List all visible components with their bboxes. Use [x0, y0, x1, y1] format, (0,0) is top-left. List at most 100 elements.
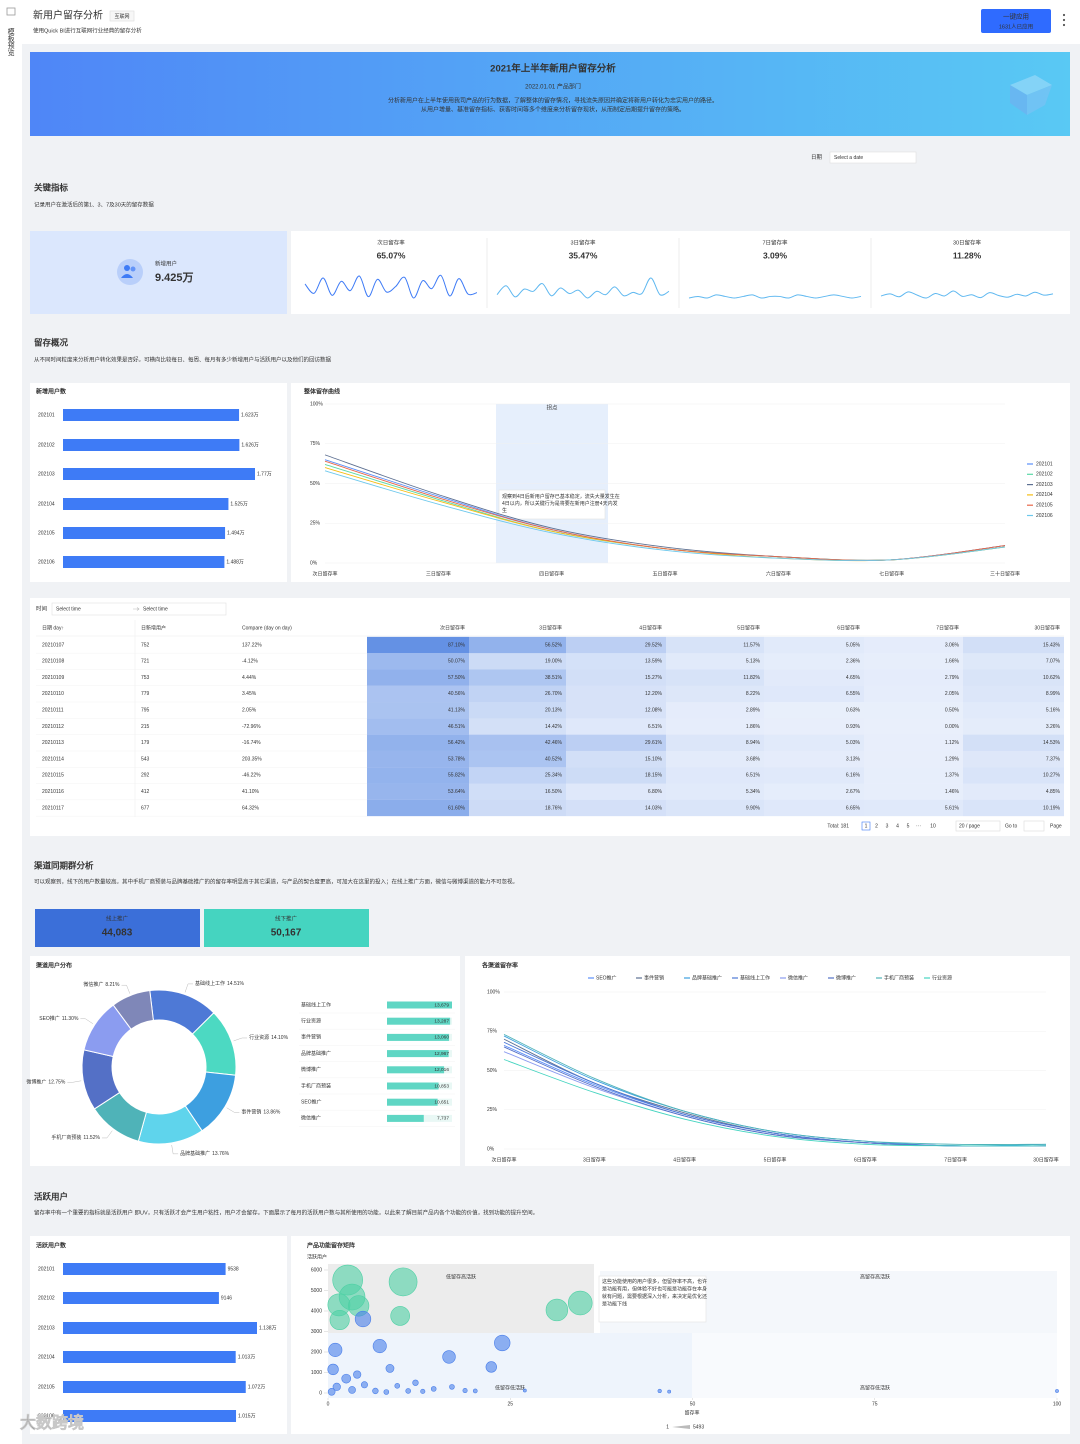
- bubble: [327, 1387, 336, 1396]
- bar: [63, 1263, 226, 1275]
- table-cell: 29.61%: [645, 740, 663, 746]
- table-cell: 203.35%: [242, 756, 262, 762]
- table-cell: 1.66%: [945, 659, 960, 665]
- category-label: SEO推广: [301, 1099, 322, 1106]
- table-cell: 42.46%: [545, 740, 563, 746]
- heat-cell: [566, 669, 666, 686]
- section-title: 留存概况: [34, 337, 69, 347]
- filter-label: 时间: [36, 604, 47, 612]
- table-cell: 1.37%: [945, 773, 960, 779]
- table-cell: 12.20%: [645, 691, 663, 697]
- pie-value: 11.52%: [83, 1135, 100, 1141]
- bubble: [567, 1290, 593, 1316]
- metric-value: 35.47%: [569, 250, 598, 260]
- bar: [387, 1082, 439, 1090]
- x-tick-label: 0: [327, 1401, 330, 1407]
- metric-value: 11.28%: [953, 250, 982, 260]
- bubble: [667, 1389, 672, 1394]
- metric-label: 30日留存率: [953, 238, 982, 246]
- bubble: [341, 1373, 352, 1384]
- table-cell: 2.79%: [945, 675, 960, 681]
- table-cell: 20210112: [42, 724, 64, 730]
- pie-value: 12.75%: [48, 1080, 66, 1086]
- table-cell: 13.59%: [645, 659, 663, 665]
- pie-category: 品牌基础推广: [180, 1150, 210, 1157]
- sidebar: [0, 0, 22, 1444]
- menu-dot[interactable]: [1062, 23, 1066, 27]
- legend-label: SEO推广: [596, 974, 617, 981]
- table-cell: 3.68%: [746, 756, 761, 762]
- text-line: 生: [502, 507, 507, 514]
- table-cell: 41.13%: [448, 708, 466, 714]
- watermark: 大数跨境: [20, 1413, 84, 1432]
- category-label: 202101: [38, 412, 55, 418]
- axis-label: 留存率: [684, 1409, 699, 1416]
- pie-value: 13.76%: [212, 1151, 230, 1157]
- heat-cell: [566, 799, 666, 817]
- pie-label: 品牌基础推广 13.76%: [180, 1150, 230, 1157]
- table-cell: 20210117: [42, 805, 64, 811]
- pie-category: 基础线上工作: [195, 980, 225, 987]
- text-line: 是功能下线: [602, 1301, 627, 1308]
- date-label: 日期: [811, 154, 823, 161]
- heat-cell: [469, 669, 566, 686]
- heat-cell: [666, 636, 764, 654]
- heat-cell: [367, 734, 469, 751]
- banner-decoration: [1010, 85, 1027, 115]
- heat-cell: [566, 653, 666, 670]
- legend-label: 手机厂商预装: [884, 974, 914, 981]
- bar: [63, 1292, 219, 1304]
- line: [503, 1033, 1047, 1145]
- table-cell: 4.85%: [1046, 789, 1061, 795]
- leader-line: [233, 1037, 248, 1042]
- table-cell: 179: [141, 740, 150, 746]
- bubble: [354, 1310, 372, 1328]
- category-label: 202103: [38, 471, 55, 477]
- table-cell: 2.36%: [846, 659, 861, 665]
- page-number: 3: [886, 823, 889, 829]
- heat-cell: [864, 734, 963, 751]
- page-current: [861, 821, 871, 831]
- category-label: 202102: [38, 442, 55, 448]
- value-label: 12,016: [434, 1067, 449, 1073]
- heat-cell: [367, 685, 469, 703]
- chart-title: 新增用户数: [36, 388, 67, 396]
- date-input[interactable]: [829, 151, 917, 164]
- kpi-label: 新增用户: [155, 259, 177, 267]
- pie-category: SEO推广: [39, 1015, 60, 1022]
- value-label: 9538: [228, 1266, 239, 1272]
- annotation: 拐点: [546, 403, 558, 411]
- x-tick-label: 30日留存率: [1033, 1156, 1059, 1163]
- sidebar-icon[interactable]: [6, 7, 16, 16]
- heat-cell: [963, 718, 1064, 735]
- heat-cell: [963, 734, 1064, 751]
- value-label: 10,853: [434, 1083, 449, 1089]
- bar: [63, 556, 225, 568]
- heat-cell: [469, 636, 566, 654]
- pie-category: 手机厂商预装: [51, 1134, 81, 1141]
- table-cell: 1.12%: [945, 740, 960, 746]
- apply-button[interactable]: [981, 9, 1051, 33]
- goto: Go to: [1005, 823, 1017, 829]
- legend-label: 事件营销: [644, 974, 664, 981]
- heat-cell: [963, 799, 1064, 817]
- table-cell: 20210110: [42, 691, 64, 697]
- y-tick-label: 75%: [487, 1029, 498, 1035]
- note-box: [498, 489, 606, 520]
- heat-cell: [963, 653, 1064, 670]
- heat-cell: [864, 669, 963, 686]
- category-label: 事件营销: [301, 1034, 321, 1041]
- kpi-value: 50,167: [271, 928, 302, 939]
- category-label: 202106: [38, 559, 55, 565]
- x-tick-label: 次日留存率: [491, 1156, 516, 1163]
- table-cell: 29.52%: [645, 642, 663, 648]
- heat-cell: [764, 767, 864, 784]
- bubble: [462, 1388, 468, 1394]
- button-label: 一键应用: [1003, 12, 1029, 21]
- menu-dot[interactable]: [1062, 18, 1066, 22]
- table-cell: 6.55%: [846, 691, 861, 697]
- kpi-label: 线下推广: [275, 914, 298, 922]
- heat-cell: [764, 783, 864, 800]
- table-cell: 53.78%: [448, 756, 466, 762]
- menu-dot[interactable]: [1062, 13, 1066, 17]
